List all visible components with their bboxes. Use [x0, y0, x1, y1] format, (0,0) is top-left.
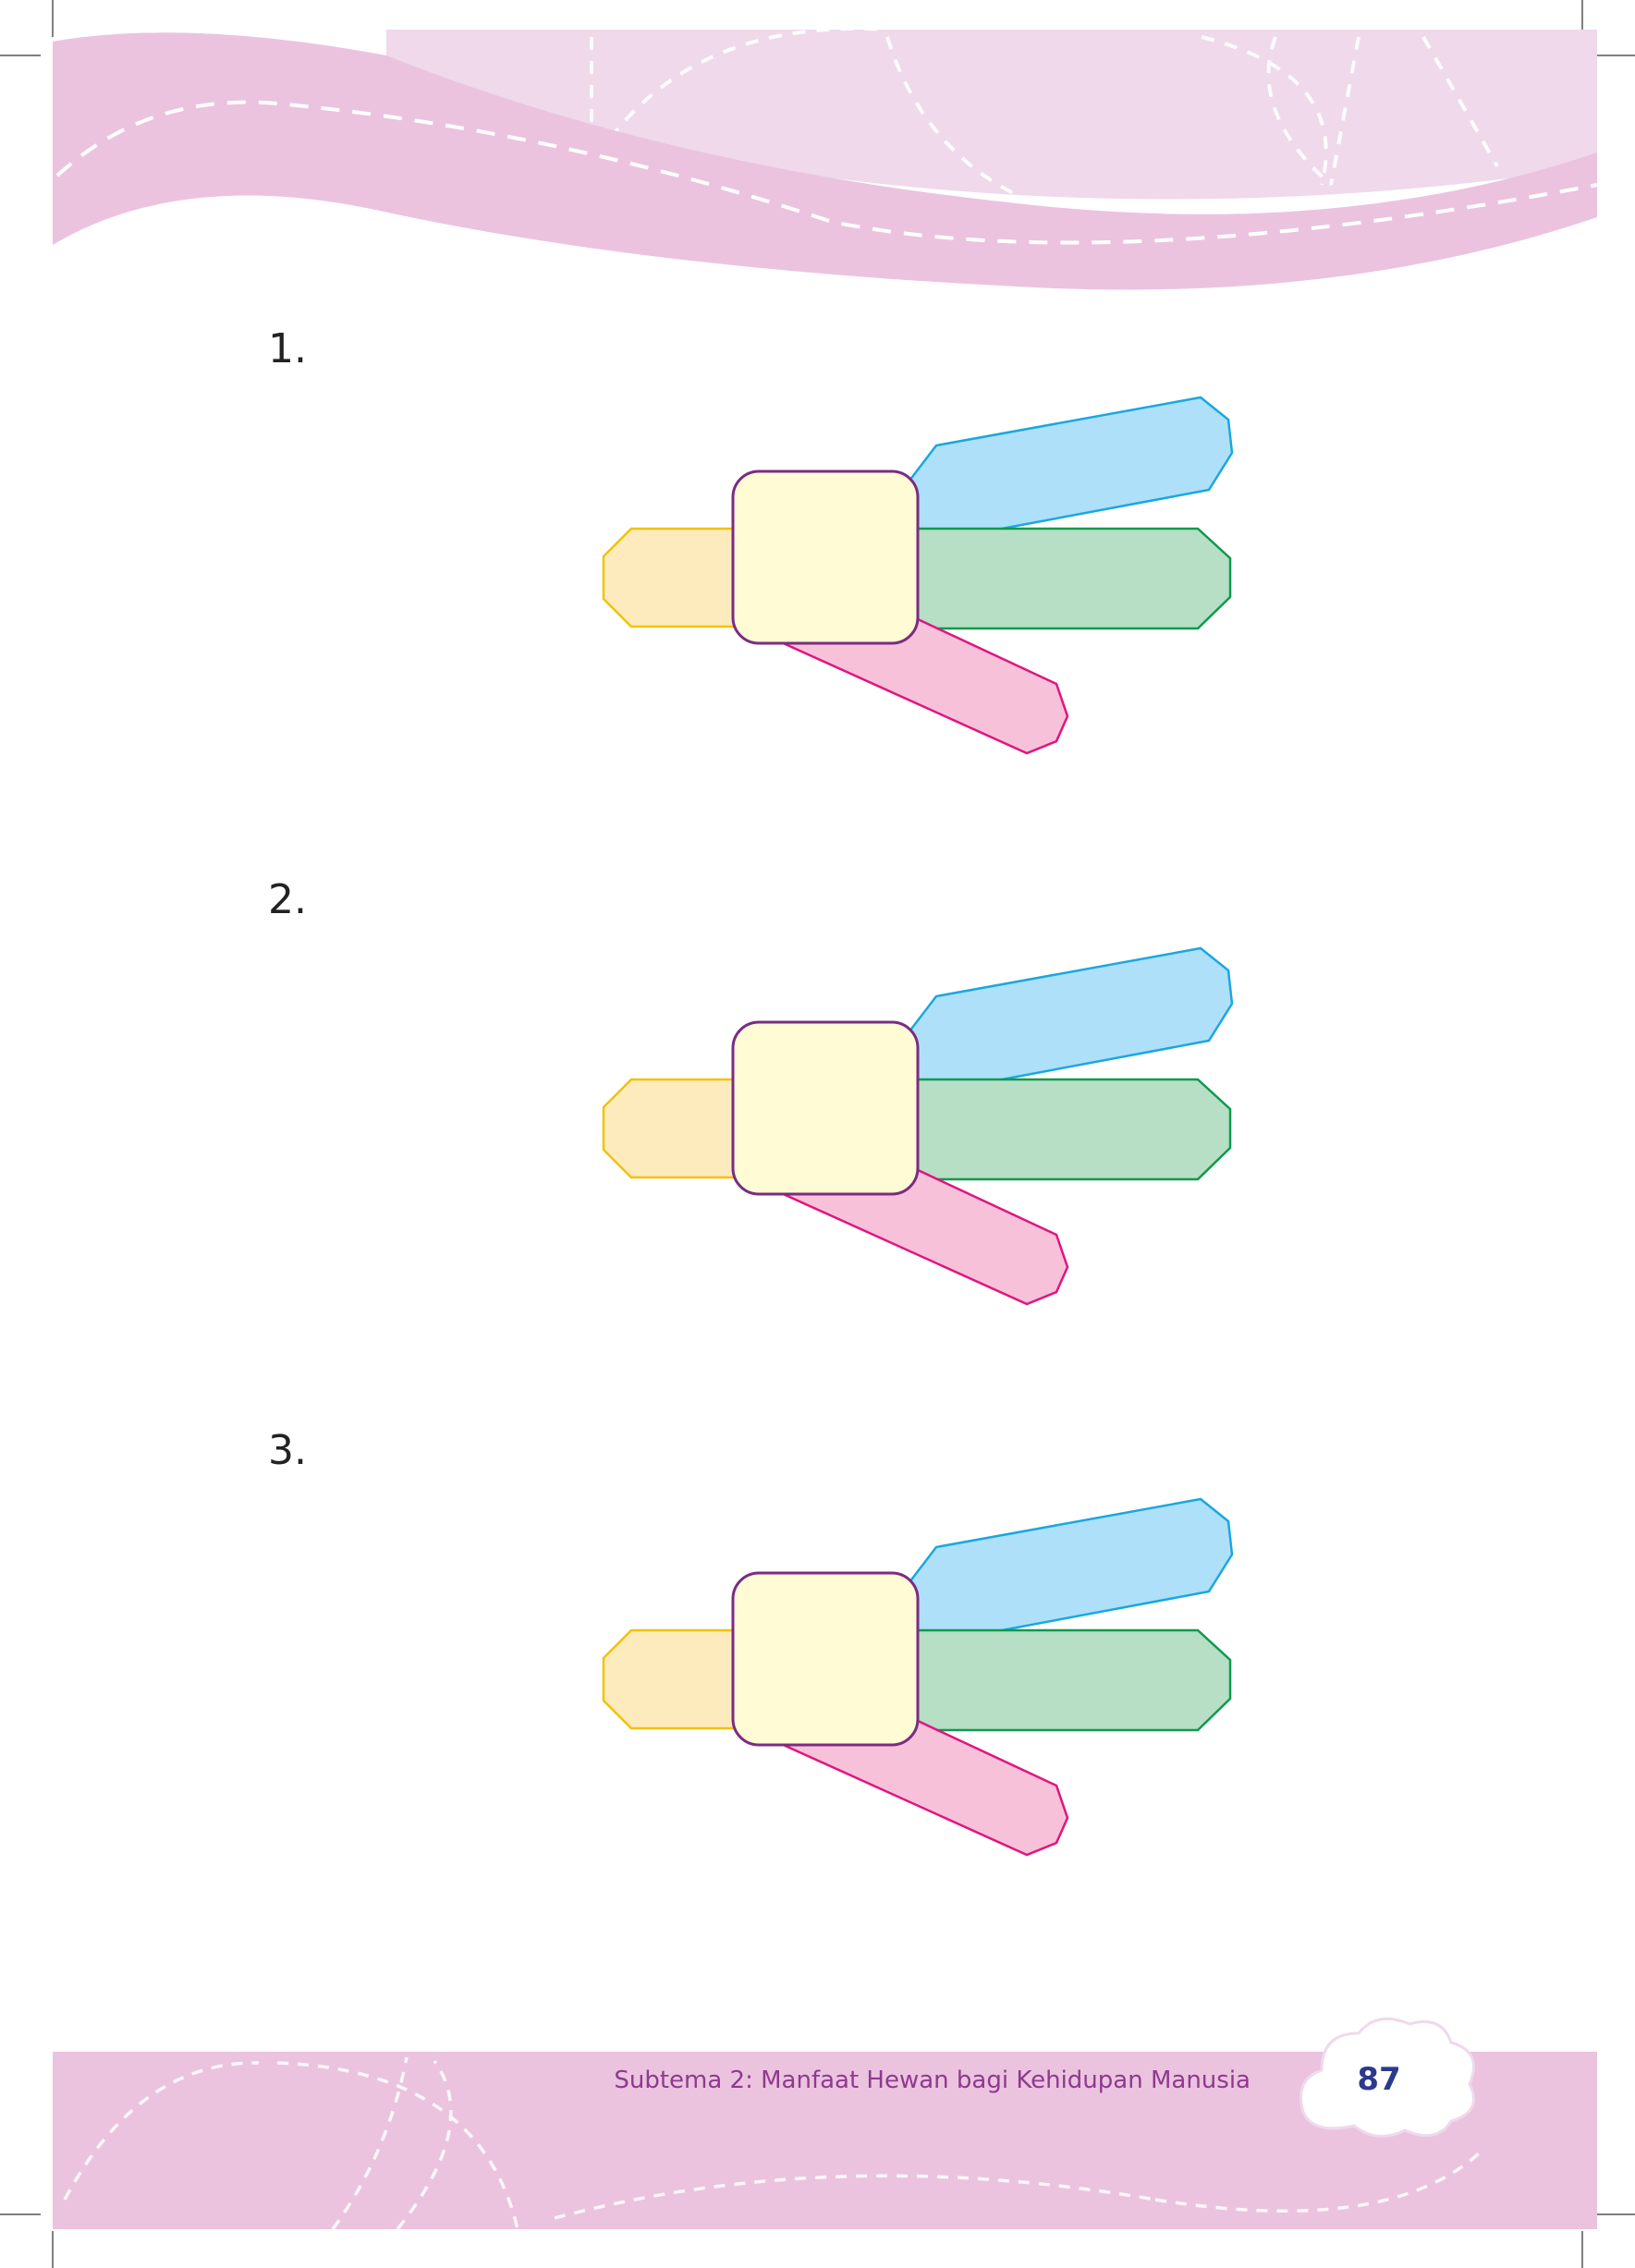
item-number-1: 1.: [268, 325, 307, 372]
item-number-2: 2.: [268, 876, 307, 923]
page-number: 87: [1357, 2061, 1401, 2098]
cloud-icon: [1299, 2017, 1475, 2138]
footer-subtitle: Subtema 2: Manfaat Hewan bagi Kehidupan …: [614, 2067, 1251, 2094]
item-number-3: 3.: [268, 1427, 307, 1474]
